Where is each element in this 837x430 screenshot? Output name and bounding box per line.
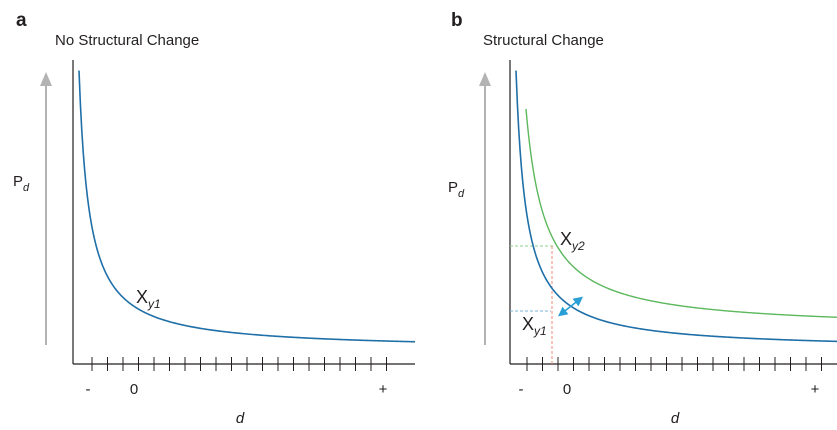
panel-b-curve-xy2 <box>525 108 837 318</box>
panel-b-curve2-label: Xy2 <box>560 229 585 253</box>
panel-a-curve-xy1 <box>78 70 416 343</box>
panel-a-tick-plus: + <box>379 381 388 398</box>
panel-a-tick-zero: 0 <box>130 381 138 398</box>
panel-b-tick-zero: 0 <box>563 381 571 398</box>
panel-b-xlabel: d <box>671 410 680 427</box>
panel-b: b Structural Change Pd Xy1 Xy2 - 0 + d <box>448 10 837 427</box>
panel-b-title: Structural Change <box>483 32 604 49</box>
panel-b-tick-plus: + <box>811 381 820 398</box>
panel-b-x-ticks <box>526 357 822 371</box>
panel-a-title: No Structural Change <box>55 32 199 49</box>
panel-a-letter: a <box>16 10 27 31</box>
panel-a-tick-minus: - <box>86 381 91 398</box>
panel-a-xlabel: d <box>236 410 245 427</box>
panel-a-x-ticks <box>91 357 387 371</box>
panel-b-letter: b <box>451 10 463 31</box>
panel-a-curve-label: Xy1 <box>136 287 161 311</box>
panel-b-curve-xy1 <box>515 70 837 343</box>
panel-b-shift-arrow <box>557 296 584 317</box>
panel-b-curve1-label: Xy1 <box>522 314 547 338</box>
panel-a: a No Structural Change Pd Xy1 - 0 + d <box>13 10 416 427</box>
panel-b-ylabel: Pd <box>448 179 465 200</box>
panel-a-ylabel: Pd <box>13 173 30 194</box>
panel-b-up-arrow <box>479 72 491 345</box>
panel-a-up-arrow <box>40 72 52 345</box>
panel-b-tick-minus: - <box>519 381 524 398</box>
